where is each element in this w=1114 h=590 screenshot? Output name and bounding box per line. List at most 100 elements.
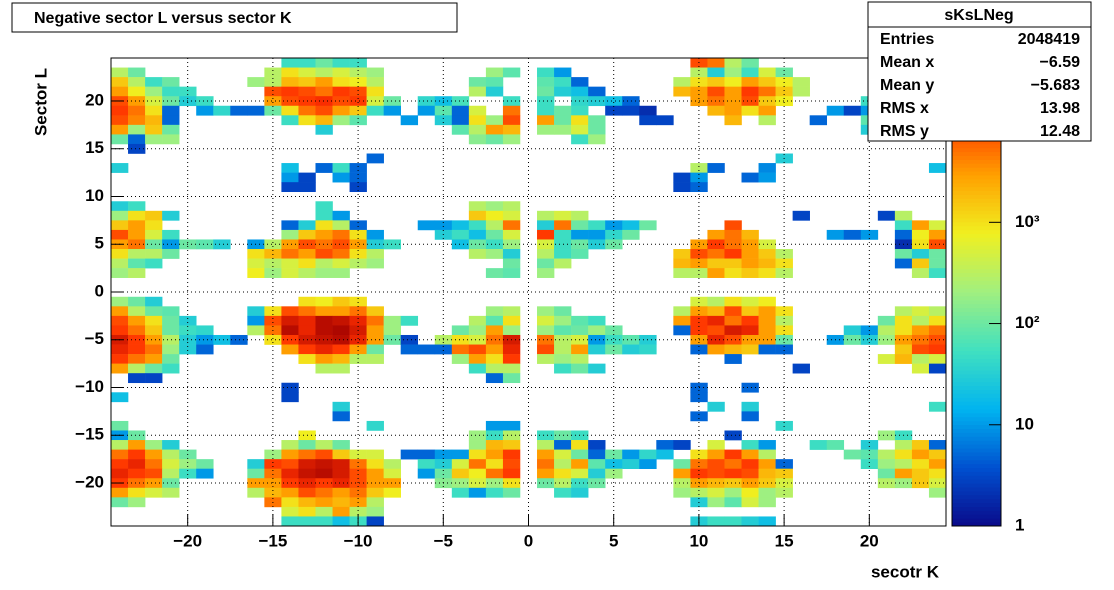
cell <box>690 487 708 498</box>
cell <box>111 325 129 336</box>
cell <box>502 420 521 431</box>
cell <box>468 478 487 489</box>
cell <box>468 124 487 135</box>
cell <box>111 210 129 221</box>
cell <box>928 440 947 450</box>
cell <box>724 516 742 527</box>
cell <box>451 239 470 250</box>
colorbar-band <box>952 506 1001 511</box>
cell <box>724 115 742 126</box>
cell <box>383 459 401 469</box>
cell <box>264 268 282 278</box>
cell <box>264 487 282 498</box>
cell <box>485 459 504 469</box>
cell <box>911 239 930 250</box>
colorbar-band <box>952 155 1001 160</box>
cell <box>758 163 776 173</box>
cell <box>349 67 367 78</box>
cell <box>911 440 930 450</box>
cell <box>554 239 572 250</box>
cell <box>281 239 299 250</box>
cell <box>554 315 572 326</box>
cell <box>128 430 146 441</box>
cell <box>673 487 691 498</box>
cell <box>128 67 146 78</box>
cell <box>928 363 947 374</box>
cell <box>315 478 333 489</box>
cell <box>537 268 555 278</box>
cell <box>468 77 487 87</box>
cell <box>588 115 606 126</box>
cell <box>758 459 776 469</box>
cell <box>417 449 436 460</box>
cell <box>860 440 879 450</box>
cell <box>332 401 350 412</box>
cell <box>128 143 146 154</box>
cell <box>281 96 299 107</box>
colorbar-band <box>952 455 1001 461</box>
cell <box>928 468 947 479</box>
cell <box>400 334 419 345</box>
cell <box>247 487 265 498</box>
cell <box>315 440 333 450</box>
cell <box>366 258 384 269</box>
cell <box>128 344 146 355</box>
cell <box>451 220 470 231</box>
cell <box>877 468 896 479</box>
cell <box>775 268 793 278</box>
cell <box>111 105 129 116</box>
cell <box>128 325 146 336</box>
colorbar-band <box>952 393 1001 398</box>
colorbar-tick-label: 10 <box>1015 414 1034 433</box>
cell <box>554 325 572 336</box>
cell <box>571 315 589 326</box>
cell <box>485 306 504 317</box>
colorbar-band <box>952 424 1001 429</box>
stats-label: Entries <box>880 31 934 48</box>
cell <box>690 306 708 317</box>
cell <box>690 296 708 307</box>
colorbar-band <box>952 327 1001 332</box>
cell <box>894 325 913 336</box>
colorbar-band <box>952 331 1001 336</box>
y-tick-label: −20 <box>75 473 104 492</box>
cell <box>281 506 299 517</box>
cell <box>485 440 504 450</box>
cell <box>332 58 350 68</box>
cell <box>928 220 947 231</box>
cell <box>468 115 487 126</box>
cell <box>724 449 742 460</box>
cell <box>264 86 282 97</box>
cell <box>366 105 384 116</box>
cell <box>162 77 180 87</box>
colorbar-band <box>952 256 1001 262</box>
colorbar-band <box>952 260 1001 266</box>
cell <box>588 96 606 107</box>
cell <box>588 344 606 355</box>
cell <box>349 344 367 355</box>
cell <box>162 115 180 126</box>
cell <box>741 344 759 355</box>
cell <box>571 210 589 221</box>
stats-frame <box>867 1 1092 142</box>
cell <box>707 58 725 68</box>
colorbar-band <box>952 471 1001 476</box>
x-tick-label: −20 <box>173 531 202 550</box>
stats-label: Mean y <box>880 77 934 94</box>
cell <box>332 77 350 87</box>
cell <box>537 124 555 135</box>
cell <box>724 325 742 336</box>
cell <box>196 334 214 345</box>
cell <box>724 478 742 489</box>
colorbar-band <box>952 272 1001 277</box>
cell <box>468 134 487 145</box>
cell <box>383 478 401 489</box>
cell <box>537 77 555 87</box>
cell <box>690 249 708 259</box>
cell <box>128 315 146 326</box>
cell <box>928 449 947 460</box>
cell <box>298 105 316 116</box>
cell <box>298 354 316 364</box>
cell <box>332 229 350 240</box>
cell <box>451 468 470 479</box>
